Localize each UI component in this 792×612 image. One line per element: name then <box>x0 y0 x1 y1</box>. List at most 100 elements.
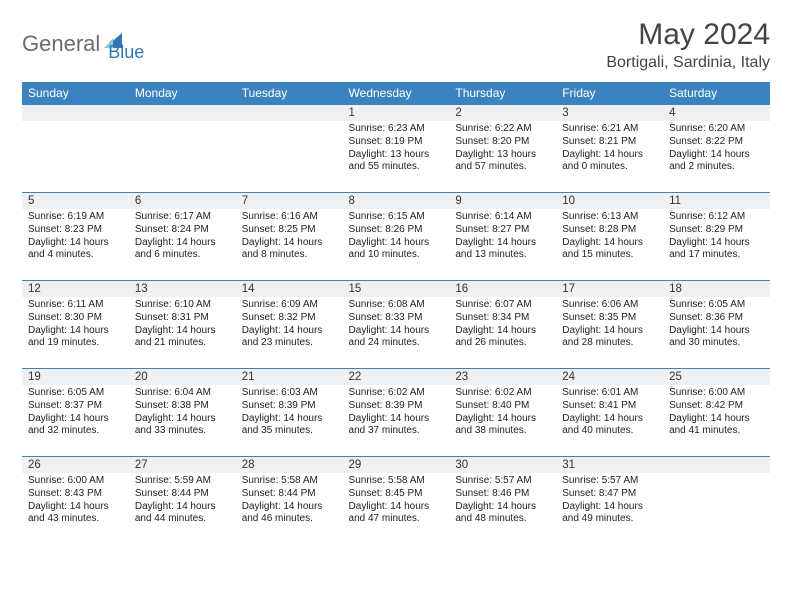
sunset-value: 8:35 PM <box>599 312 636 323</box>
daylight-line: Daylight: 14 hours and 30 minutes. <box>669 325 764 351</box>
sunrise-line: Sunrise: 6:05 AM <box>669 299 764 312</box>
sunset-value: 8:32 PM <box>278 312 315 323</box>
sunset-label: Sunset: <box>669 312 706 323</box>
location-subtitle: Bortigali, Sardinia, Italy <box>606 54 770 72</box>
sunset-value: 8:21 PM <box>599 136 636 147</box>
calendar-day-cell: 21Sunrise: 6:03 AMSunset: 8:39 PMDayligh… <box>236 369 343 457</box>
calendar-day-cell <box>129 105 236 193</box>
sunset-label: Sunset: <box>242 312 279 323</box>
sunset-value: 8:34 PM <box>492 312 529 323</box>
sunrise-label: Sunrise: <box>455 299 494 310</box>
sunrise-label: Sunrise: <box>669 123 708 134</box>
day-details: Sunrise: 6:22 AMSunset: 8:20 PMDaylight:… <box>449 121 556 178</box>
daylight-label: Daylight: <box>349 237 391 248</box>
sunset-label: Sunset: <box>455 224 492 235</box>
sunset-value: 8:23 PM <box>65 224 102 235</box>
calendar-day-cell: 20Sunrise: 6:04 AMSunset: 8:38 PMDayligh… <box>129 369 236 457</box>
day-number: 16 <box>449 281 556 297</box>
sunrise-value: 6:20 AM <box>709 123 746 134</box>
daylight-line: Daylight: 14 hours and 28 minutes. <box>562 325 657 351</box>
sunrise-value: 6:22 AM <box>495 123 532 134</box>
sunrise-value: 6:04 AM <box>174 387 211 398</box>
sunrise-value: 6:10 AM <box>174 299 211 310</box>
calendar-week-row: 1Sunrise: 6:23 AMSunset: 8:19 PMDaylight… <box>22 105 770 193</box>
sunset-label: Sunset: <box>562 136 599 147</box>
day-details: Sunrise: 6:13 AMSunset: 8:28 PMDaylight:… <box>556 209 663 266</box>
day-details: Sunrise: 6:20 AMSunset: 8:22 PMDaylight:… <box>663 121 770 178</box>
weekday-header: Thursday <box>449 82 556 105</box>
sunrise-line: Sunrise: 6:00 AM <box>669 387 764 400</box>
sunrise-line: Sunrise: 6:13 AM <box>562 211 657 224</box>
daylight-label: Daylight: <box>242 325 284 336</box>
calendar-day-cell: 27Sunrise: 5:59 AMSunset: 8:44 PMDayligh… <box>129 457 236 545</box>
sunset-label: Sunset: <box>135 400 172 411</box>
sunset-value: 8:20 PM <box>492 136 529 147</box>
sunrise-value: 6:00 AM <box>709 387 746 398</box>
sunrise-line: Sunrise: 6:23 AM <box>349 123 444 136</box>
daylight-label: Daylight: <box>28 325 70 336</box>
daylight-line: Daylight: 14 hours and 49 minutes. <box>562 501 657 527</box>
sunrise-line: Sunrise: 6:08 AM <box>349 299 444 312</box>
day-details: Sunrise: 5:57 AMSunset: 8:46 PMDaylight:… <box>449 473 556 530</box>
sunrise-value: 6:03 AM <box>281 387 318 398</box>
sunset-value: 8:45 PM <box>385 488 422 499</box>
sunset-label: Sunset: <box>242 224 279 235</box>
daylight-label: Daylight: <box>28 237 70 248</box>
daylight-label: Daylight: <box>349 325 391 336</box>
sunrise-line: Sunrise: 5:58 AM <box>349 475 444 488</box>
sunrise-value: 6:12 AM <box>709 211 746 222</box>
sunrise-label: Sunrise: <box>242 475 281 486</box>
day-details: Sunrise: 5:57 AMSunset: 8:47 PMDaylight:… <box>556 473 663 530</box>
daylight-label: Daylight: <box>562 413 604 424</box>
day-number: 29 <box>343 457 450 473</box>
day-number: 18 <box>663 281 770 297</box>
sunset-line: Sunset: 8:41 PM <box>562 400 657 413</box>
calendar-week-row: 12Sunrise: 6:11 AMSunset: 8:30 PMDayligh… <box>22 281 770 369</box>
daylight-line: Daylight: 14 hours and 17 minutes. <box>669 237 764 263</box>
weekday-header: Wednesday <box>343 82 450 105</box>
day-details: Sunrise: 6:15 AMSunset: 8:26 PMDaylight:… <box>343 209 450 266</box>
sunrise-line: Sunrise: 6:01 AM <box>562 387 657 400</box>
day-number: 13 <box>129 281 236 297</box>
title-block: May 2024 Bortigali, Sardinia, Italy <box>606 18 770 72</box>
sunset-value: 8:37 PM <box>65 400 102 411</box>
sunset-value: 8:44 PM <box>278 488 315 499</box>
daylight-label: Daylight: <box>349 501 391 512</box>
daylight-line: Daylight: 14 hours and 0 minutes. <box>562 149 657 175</box>
sunrise-line: Sunrise: 6:00 AM <box>28 475 123 488</box>
day-details: Sunrise: 5:59 AMSunset: 8:44 PMDaylight:… <box>129 473 236 530</box>
logo: General Blue <box>22 18 144 63</box>
day-number: 21 <box>236 369 343 385</box>
sunrise-value: 6:02 AM <box>388 387 425 398</box>
sunset-line: Sunset: 8:24 PM <box>135 224 230 237</box>
sunrise-value: 5:57 AM <box>602 475 639 486</box>
sunset-label: Sunset: <box>242 488 279 499</box>
sunrise-label: Sunrise: <box>562 299 601 310</box>
sunrise-label: Sunrise: <box>455 123 494 134</box>
day-number: 26 <box>22 457 129 473</box>
logo-text-blue: Blue <box>108 24 144 63</box>
sunrise-value: 6:19 AM <box>67 211 104 222</box>
sunrise-line: Sunrise: 5:58 AM <box>242 475 337 488</box>
sunset-label: Sunset: <box>28 224 65 235</box>
daylight-line: Daylight: 14 hours and 24 minutes. <box>349 325 444 351</box>
day-details: Sunrise: 6:03 AMSunset: 8:39 PMDaylight:… <box>236 385 343 442</box>
sunset-line: Sunset: 8:43 PM <box>28 488 123 501</box>
sunset-label: Sunset: <box>28 488 65 499</box>
daylight-line: Daylight: 14 hours and 35 minutes. <box>242 413 337 439</box>
day-number: 20 <box>129 369 236 385</box>
day-details: Sunrise: 6:14 AMSunset: 8:27 PMDaylight:… <box>449 209 556 266</box>
sunset-label: Sunset: <box>349 488 386 499</box>
daylight-line: Daylight: 14 hours and 10 minutes. <box>349 237 444 263</box>
daylight-line: Daylight: 14 hours and 21 minutes. <box>135 325 230 351</box>
sunrise-value: 6:21 AM <box>602 123 639 134</box>
sunrise-line: Sunrise: 5:59 AM <box>135 475 230 488</box>
sunrise-label: Sunrise: <box>455 475 494 486</box>
day-number: 2 <box>449 105 556 121</box>
daylight-label: Daylight: <box>455 237 497 248</box>
weekday-header: Saturday <box>663 82 770 105</box>
sunrise-line: Sunrise: 6:10 AM <box>135 299 230 312</box>
sunset-label: Sunset: <box>349 312 386 323</box>
day-details: Sunrise: 6:12 AMSunset: 8:29 PMDaylight:… <box>663 209 770 266</box>
sunrise-line: Sunrise: 6:06 AM <box>562 299 657 312</box>
